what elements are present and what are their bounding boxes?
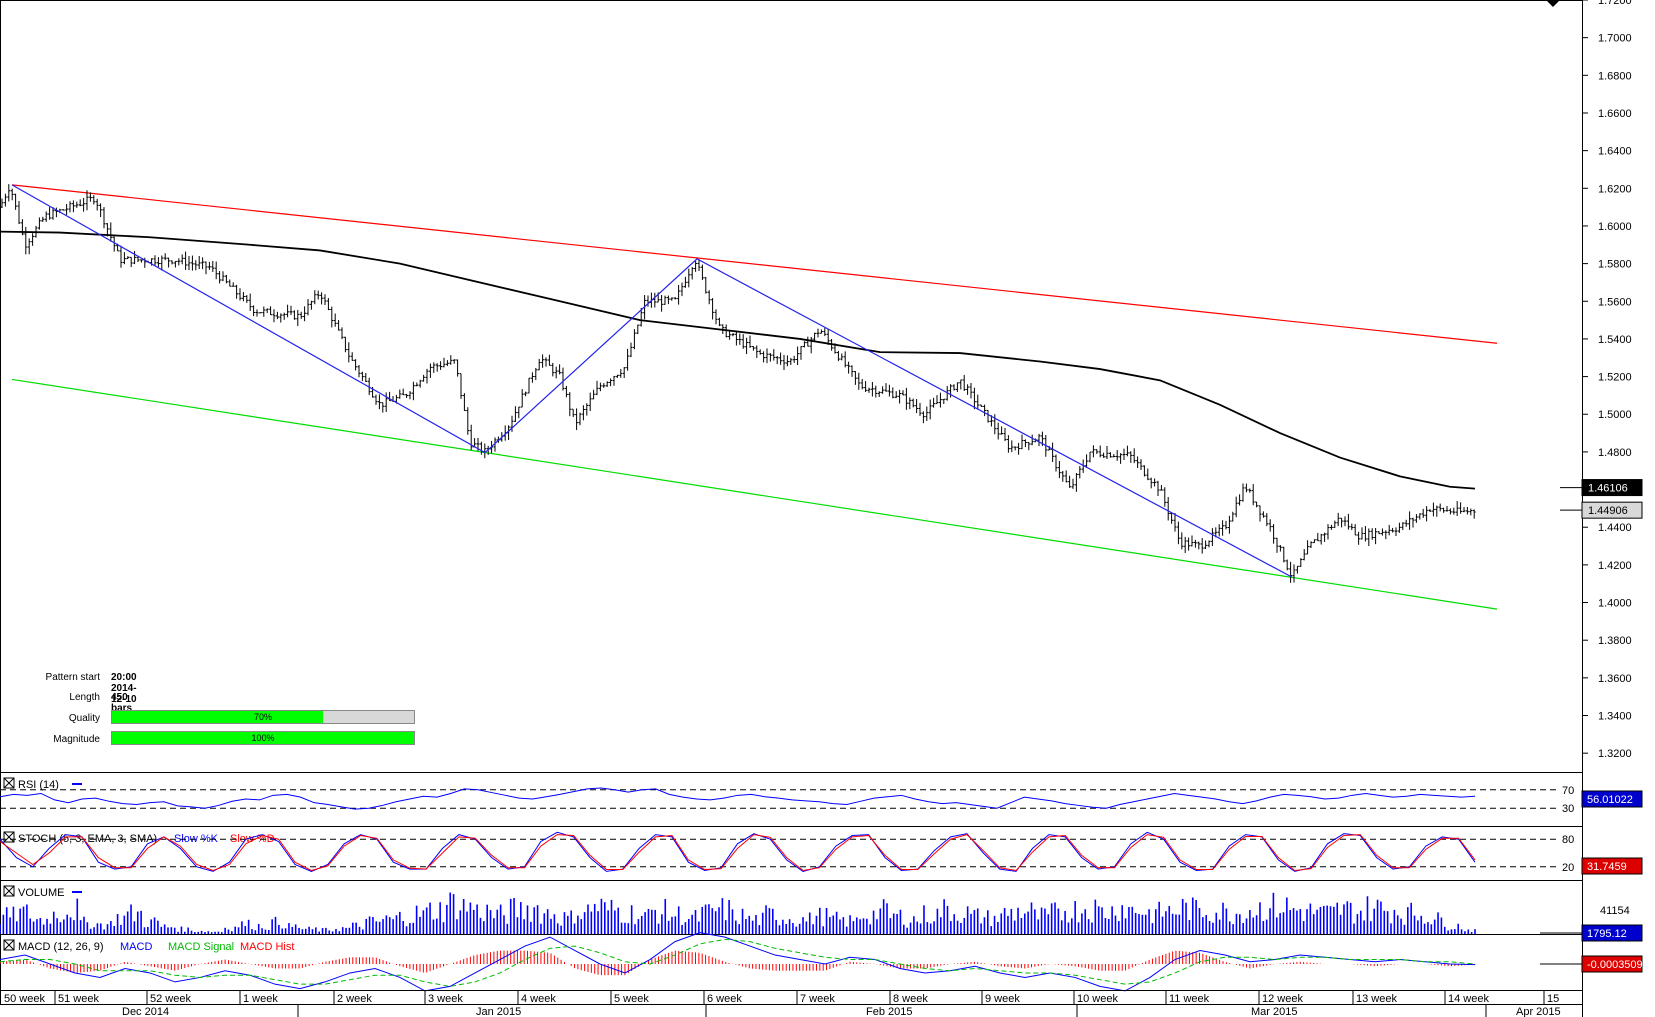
price-tick-label: 1.5800 (1598, 259, 1632, 271)
price-tick-label: 1.3800 (1598, 635, 1632, 647)
moving-average-line (0, 230, 1476, 490)
price-tick-label: 1.3200 (1598, 748, 1632, 760)
week-label: 8 week (893, 993, 928, 1005)
price-tick-label: 1.5400 (1598, 334, 1632, 346)
price-tick-label: 1.4400 (1598, 522, 1632, 534)
price-tick-label: 1.7200 (1598, 0, 1632, 7)
price-tick-label: 1.6200 (1598, 183, 1632, 195)
macd-close-icon-x2 (3, 939, 15, 951)
price-tag-box (1581, 501, 1643, 519)
ma-tag-text: 1.46106 (1588, 483, 1628, 495)
upper-channel-line (11, 184, 1498, 344)
macd-title: MACD (12, 26, 9) (18, 941, 104, 953)
stoch-legend-k: Slow %K (174, 833, 219, 845)
price-tick-label: 1.6000 (1598, 221, 1632, 233)
volume-value-tag-text: 1795.12 (1587, 928, 1627, 940)
pattern-start-label: Pattern start (45, 672, 100, 683)
magnitude-label: Magnitude (53, 734, 100, 745)
rsi-value-tag-box (1581, 790, 1643, 808)
week-label: 6 week (707, 993, 742, 1005)
lower-channel-line (11, 378, 1498, 610)
week-label: 14 week (1448, 993, 1489, 1005)
magnitude-bar: 100% (111, 731, 415, 745)
rsi-level-70-label: 70 (1562, 785, 1574, 797)
volume-close-icon-x2 (3, 885, 15, 897)
month-label: Dec 2014 (122, 1006, 169, 1017)
pattern-start-value: 20:00 2014-12-10 (111, 672, 137, 705)
macd-signal-line (0, 938, 1476, 987)
rsi-line (0, 787, 1476, 810)
week-label: 52 week (150, 993, 191, 1005)
rsi-value-tag-text: 56.01022 (1587, 794, 1633, 806)
macd-hist-bars (0, 950, 1476, 976)
stoch-value-tag-text: 31.7459 (1587, 861, 1627, 873)
price-tick-label: 1.6400 (1598, 146, 1632, 158)
quality-bar-fill (112, 711, 324, 723)
top-marker-icon (1546, 0, 1560, 7)
week-label: 4 week (521, 993, 556, 1005)
month-label: Feb 2015 (866, 1006, 912, 1017)
stoch-value-tag-box (1581, 857, 1643, 875)
macd-legend-hist: MACD Hist (240, 941, 294, 953)
month-label: Jan 2015 (476, 1006, 521, 1017)
price-tick-label: 1.5600 (1598, 296, 1632, 308)
price-tick-label: 1.4000 (1598, 598, 1632, 610)
rsi-close-icon-x2 (3, 777, 15, 789)
price-tick-label: 1.6600 (1598, 108, 1632, 120)
magnitude-value: 100% (251, 733, 275, 743)
stoch-level-80-label: 80 (1562, 834, 1574, 846)
week-label: 10 week (1077, 993, 1118, 1005)
macd-value-tag-text: -0.0003509 (1587, 959, 1643, 971)
rsi-title: RSI (14) (18, 779, 59, 791)
price-tick-label: 1.5000 (1598, 409, 1632, 421)
price-tag-text: 1.44906 (1588, 505, 1628, 517)
week-label: 9 week (985, 993, 1020, 1005)
month-label: Apr 2015 (1516, 1006, 1561, 1017)
macd-value-tag-box (1581, 955, 1643, 973)
macd-line (0, 932, 1476, 992)
stoch-k-line (0, 831, 1476, 872)
quality-bar: 70% (111, 710, 415, 724)
week-label: 50 week (4, 993, 45, 1005)
volume-bars (0, 892, 1476, 934)
price-tick-label: 1.4800 (1598, 447, 1632, 459)
volume-max-label: 41154 (1600, 905, 1630, 917)
price-tick-label: 1.3600 (1598, 673, 1632, 685)
stoch-close-icon-x2 (3, 831, 15, 843)
price-tick-label: 1.6800 (1598, 70, 1632, 82)
price-tick-label: 1.3400 (1598, 711, 1632, 723)
macd-legend-macd: MACD (120, 941, 152, 953)
stoch-d-line (0, 834, 1476, 872)
volume-value-tag-box (1581, 924, 1643, 942)
week-label: 51 week (58, 993, 99, 1005)
stoch-level-20-label: 20 (1562, 862, 1574, 874)
quality-value: 70% (253, 712, 272, 722)
rsi-level-30-label: 30 (1562, 803, 1574, 815)
stoch-title: STOCH (5, 3, EMA, 3, SMA) (18, 833, 157, 845)
week-label: 12 week (1262, 993, 1303, 1005)
ma-tag-box (1581, 479, 1643, 497)
week-label: 2 week (337, 993, 372, 1005)
month-label: Mar 2015 (1251, 1006, 1297, 1017)
week-label: 13 week (1356, 993, 1397, 1005)
week-label: 11 week (1169, 993, 1210, 1005)
price-tick-label: 1.4200 (1598, 560, 1632, 572)
quality-label: Quality (68, 713, 100, 724)
week-label: 3 week (428, 993, 463, 1005)
length-value: 450 bars (111, 692, 133, 714)
volume-title: VOLUME (18, 887, 64, 899)
macd-legend-signal: MACD Signal (168, 941, 234, 953)
candles (0, 184, 1476, 583)
zigzag-line (11, 184, 1293, 578)
price-tick-label: 1.7000 (1598, 33, 1632, 45)
week-label: 7 week (800, 993, 835, 1005)
magnitude-bar-fill (112, 732, 414, 744)
week-label: 1 week (243, 993, 278, 1005)
week-label: 5 week (614, 993, 649, 1005)
week-label: 15 (1547, 993, 1559, 1005)
length-label: Length (69, 692, 100, 703)
price-tick-label: 1.5200 (1598, 372, 1632, 384)
